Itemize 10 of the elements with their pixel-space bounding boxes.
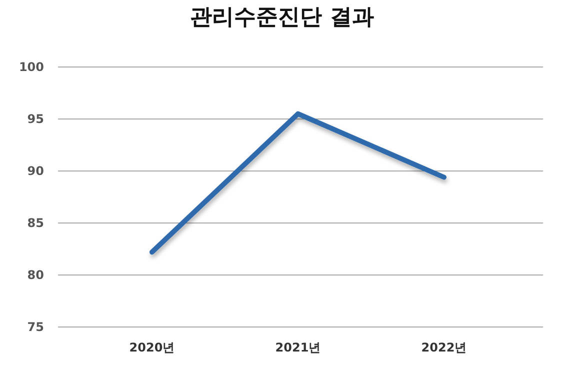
y-tick-label: 95 [27,112,44,126]
x-tick-label: 2022년 [421,340,467,355]
y-tick-label: 90 [27,164,44,178]
y-tick-label: 100 [18,60,44,74]
chart-title: 관리수준진단 결과 [190,5,374,30]
x-tick-label: 2021년 [275,340,321,355]
y-tick-label: 80 [27,268,44,282]
y-tick-label: 75 [27,320,44,334]
y-tick-label: 85 [27,216,44,230]
x-tick-label: 2020년 [129,340,175,355]
